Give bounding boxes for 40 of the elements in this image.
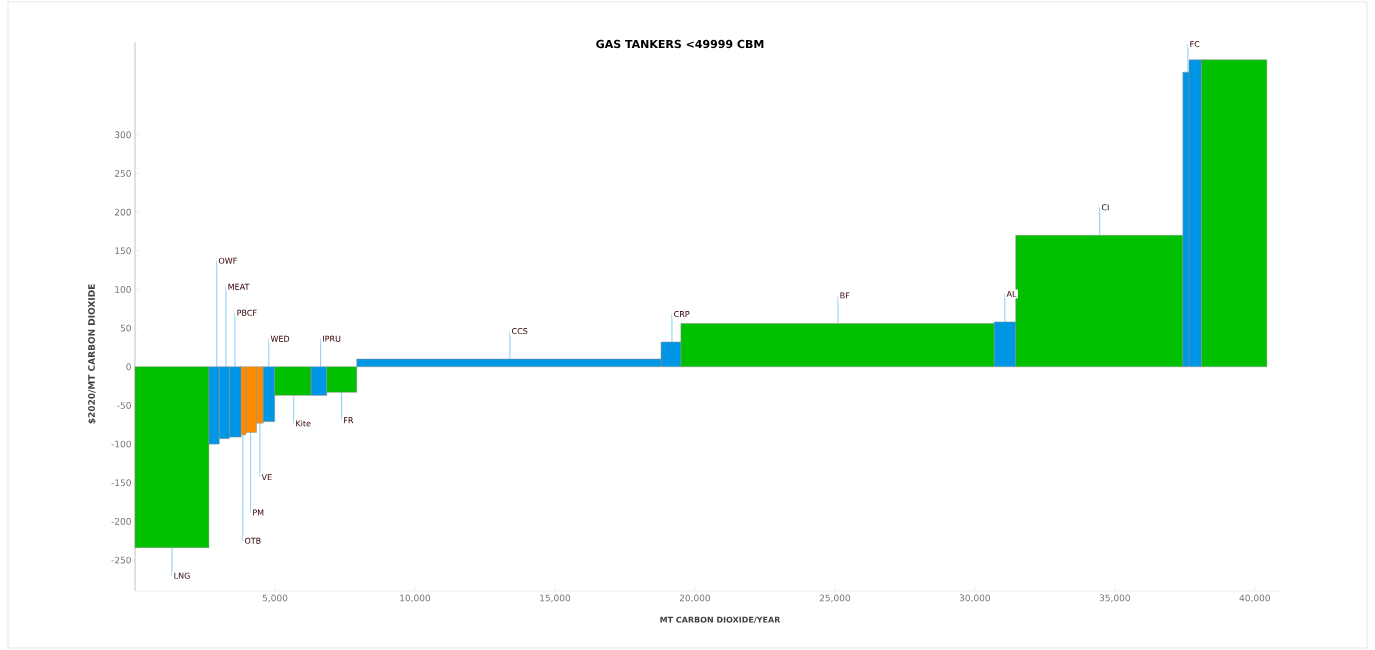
annotation: PM xyxy=(253,509,264,516)
y-tick-label: 300 xyxy=(114,131,131,139)
annotation: BF xyxy=(840,292,850,299)
x-tick-label: 35,000 xyxy=(1099,594,1130,603)
x-axis-title: MT CARBON DIOXIDE/YEAR xyxy=(660,616,781,624)
x-tick-label: 40,000 xyxy=(1239,594,1270,603)
y-tick-label: 50 xyxy=(120,324,131,332)
y-tick-label: -250 xyxy=(111,556,131,564)
y-tick-label: 200 xyxy=(114,208,131,216)
y-tick-label: 100 xyxy=(115,286,131,293)
y-tick-label: -50 xyxy=(117,402,131,409)
annotation: Kite xyxy=(296,420,311,427)
y-tick-label: -100 xyxy=(111,440,131,448)
chart-title: GAS TANKERS <49999 CBM xyxy=(596,39,764,49)
annotation: FR xyxy=(344,417,354,424)
y-tick-label: -200 xyxy=(111,517,131,525)
x-tick-label: 5,000 xyxy=(262,594,288,603)
x-tick-label: 10,000 xyxy=(400,594,431,603)
annotation: WED xyxy=(270,335,290,342)
y-tick-label: 250 xyxy=(114,170,131,177)
annotation: MEAT xyxy=(228,283,250,290)
annotation: CCS xyxy=(512,327,528,335)
annotation: CRP xyxy=(674,310,690,318)
annotation: AL xyxy=(1006,290,1017,297)
annotation: OTB xyxy=(244,537,261,544)
annotation: CI xyxy=(1101,204,1109,211)
y-axis-title: $2020/MT CARBON DIOXIDE xyxy=(87,284,97,424)
y-tick-label: 0 xyxy=(126,363,131,371)
x-tick-label: 20,000 xyxy=(679,594,711,603)
annotation: OWF xyxy=(218,257,237,264)
annotation: LNG xyxy=(174,572,190,579)
annotation: VE xyxy=(261,474,272,481)
x-tick-label: 25,000 xyxy=(819,594,851,603)
annotation: FC xyxy=(1190,41,1200,48)
annotation: PBCF xyxy=(237,309,257,316)
annotation: IPRU xyxy=(323,335,341,342)
x-tick-label: 15,000 xyxy=(540,594,571,603)
y-tick-label: -150 xyxy=(111,479,131,487)
y-tick-label: 150 xyxy=(115,247,131,255)
x-tick-label: 30,000 xyxy=(959,594,991,603)
